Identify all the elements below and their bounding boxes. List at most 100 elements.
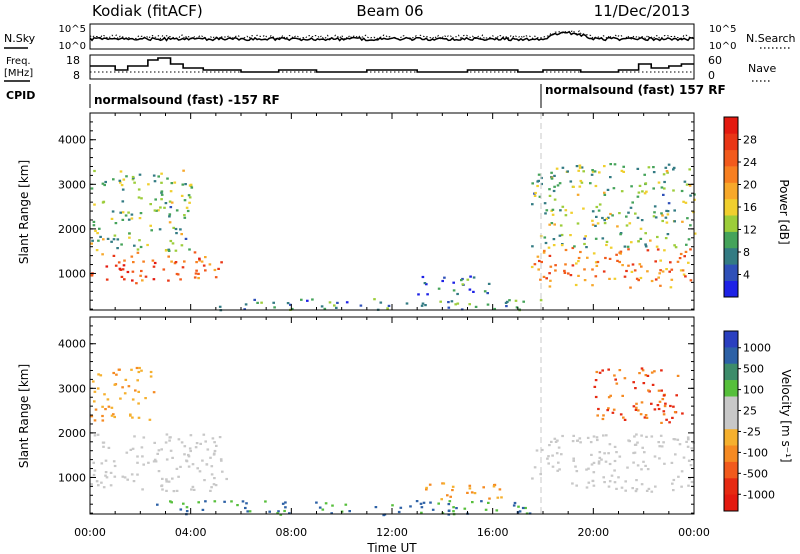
echo-cell (137, 188, 141, 191)
echo-cell (188, 201, 191, 204)
echo-cell (211, 437, 215, 440)
echo-cell (420, 304, 424, 307)
freq-panel-frame (89, 54, 695, 80)
echo-cell (630, 241, 633, 244)
echo-cell (133, 181, 136, 184)
echo-cell (535, 449, 539, 452)
echo-cell (195, 442, 199, 445)
echo-cell (539, 278, 542, 281)
echo-cell (194, 272, 198, 275)
echo-cell (644, 374, 648, 377)
echo-cell (140, 446, 144, 449)
echo-cell (214, 484, 218, 487)
echo-cell (547, 462, 550, 465)
echo-cell (689, 224, 692, 227)
echo-cell (586, 256, 589, 259)
echo-cell (556, 439, 559, 442)
echo-cell (616, 259, 619, 262)
echo-cell (603, 452, 606, 455)
echo-cell (600, 458, 603, 461)
echo-cell (547, 455, 550, 458)
echo-cell (169, 500, 172, 503)
echo-cell (552, 238, 556, 241)
echo-cell (563, 269, 566, 272)
echo-cell (168, 200, 172, 203)
echo-cell (591, 223, 595, 226)
echo-cell (136, 248, 140, 251)
echo-cell (92, 224, 96, 227)
echo-cell (185, 510, 189, 513)
echo-cell (627, 248, 630, 251)
echo-cell (460, 279, 463, 282)
echo-cell (587, 467, 590, 470)
echo-cell (538, 195, 542, 198)
echo-cell (174, 227, 178, 231)
y-tick-label: 2000 (58, 427, 86, 440)
echo-cell (636, 195, 640, 198)
echo-cell (480, 500, 483, 503)
echo-cell (452, 506, 455, 509)
echo-cell (170, 260, 173, 263)
echo-cell (594, 237, 598, 240)
echo-cell (601, 369, 604, 372)
beam-title: Beam 06 (356, 2, 423, 20)
echo-cell (160, 193, 164, 196)
echo-cell (687, 459, 691, 462)
echo-cell (169, 190, 173, 193)
echo-cell (670, 268, 674, 271)
echo-cell (540, 176, 543, 180)
echo-cell (102, 200, 106, 203)
echo-cell (603, 222, 607, 225)
echo-cell (206, 448, 210, 451)
echo-cell (622, 170, 625, 173)
echo-cell (626, 466, 629, 469)
echo-cell (646, 249, 650, 252)
echo-cell (109, 484, 113, 487)
echo-cell (185, 459, 188, 462)
echo-cell (194, 446, 198, 449)
echo-cell (447, 306, 451, 309)
echo-cell (175, 209, 179, 212)
echo-cell (104, 471, 108, 474)
echo-cell (660, 186, 664, 189)
colorbar-tick-label: 28 (743, 134, 757, 147)
echo-cell (640, 265, 643, 268)
echo-cell (120, 275, 124, 278)
echo-cell (638, 263, 642, 266)
echo-cell (101, 414, 104, 418)
y-tick-label: 1000 (58, 267, 86, 280)
echo-cell (664, 166, 668, 169)
echo-cell (167, 480, 171, 483)
colorbar-swatch (724, 166, 738, 183)
echo-cell (495, 509, 499, 512)
echo-cell (447, 301, 450, 304)
echo-cell (572, 459, 575, 462)
echo-cell (169, 449, 173, 452)
echo-cell (135, 366, 139, 370)
echo-cell (543, 249, 546, 252)
echo-cell (442, 482, 446, 485)
echo-cell (126, 478, 129, 481)
echo-cell (105, 265, 109, 268)
echo-cell (121, 218, 125, 221)
echo-cell (661, 214, 664, 217)
echo-cell (640, 367, 644, 370)
echo-cell (105, 476, 109, 479)
echo-cell (595, 215, 598, 218)
echo-cell (597, 462, 601, 465)
colorbar-swatch (724, 198, 738, 216)
echo-cell (601, 237, 605, 240)
echo-cell (552, 244, 556, 247)
echo-cell (616, 225, 619, 228)
echo-cell (121, 268, 125, 271)
echo-cell (131, 447, 135, 450)
echo-cell (100, 462, 104, 465)
echo-cell (624, 489, 627, 492)
echo-cell (624, 480, 627, 483)
echo-cell (161, 477, 164, 480)
echo-cell (482, 486, 485, 489)
echo-cell (650, 435, 654, 438)
echo-cell (116, 247, 119, 250)
echo-cell (130, 255, 134, 258)
echo-cell (549, 279, 552, 282)
